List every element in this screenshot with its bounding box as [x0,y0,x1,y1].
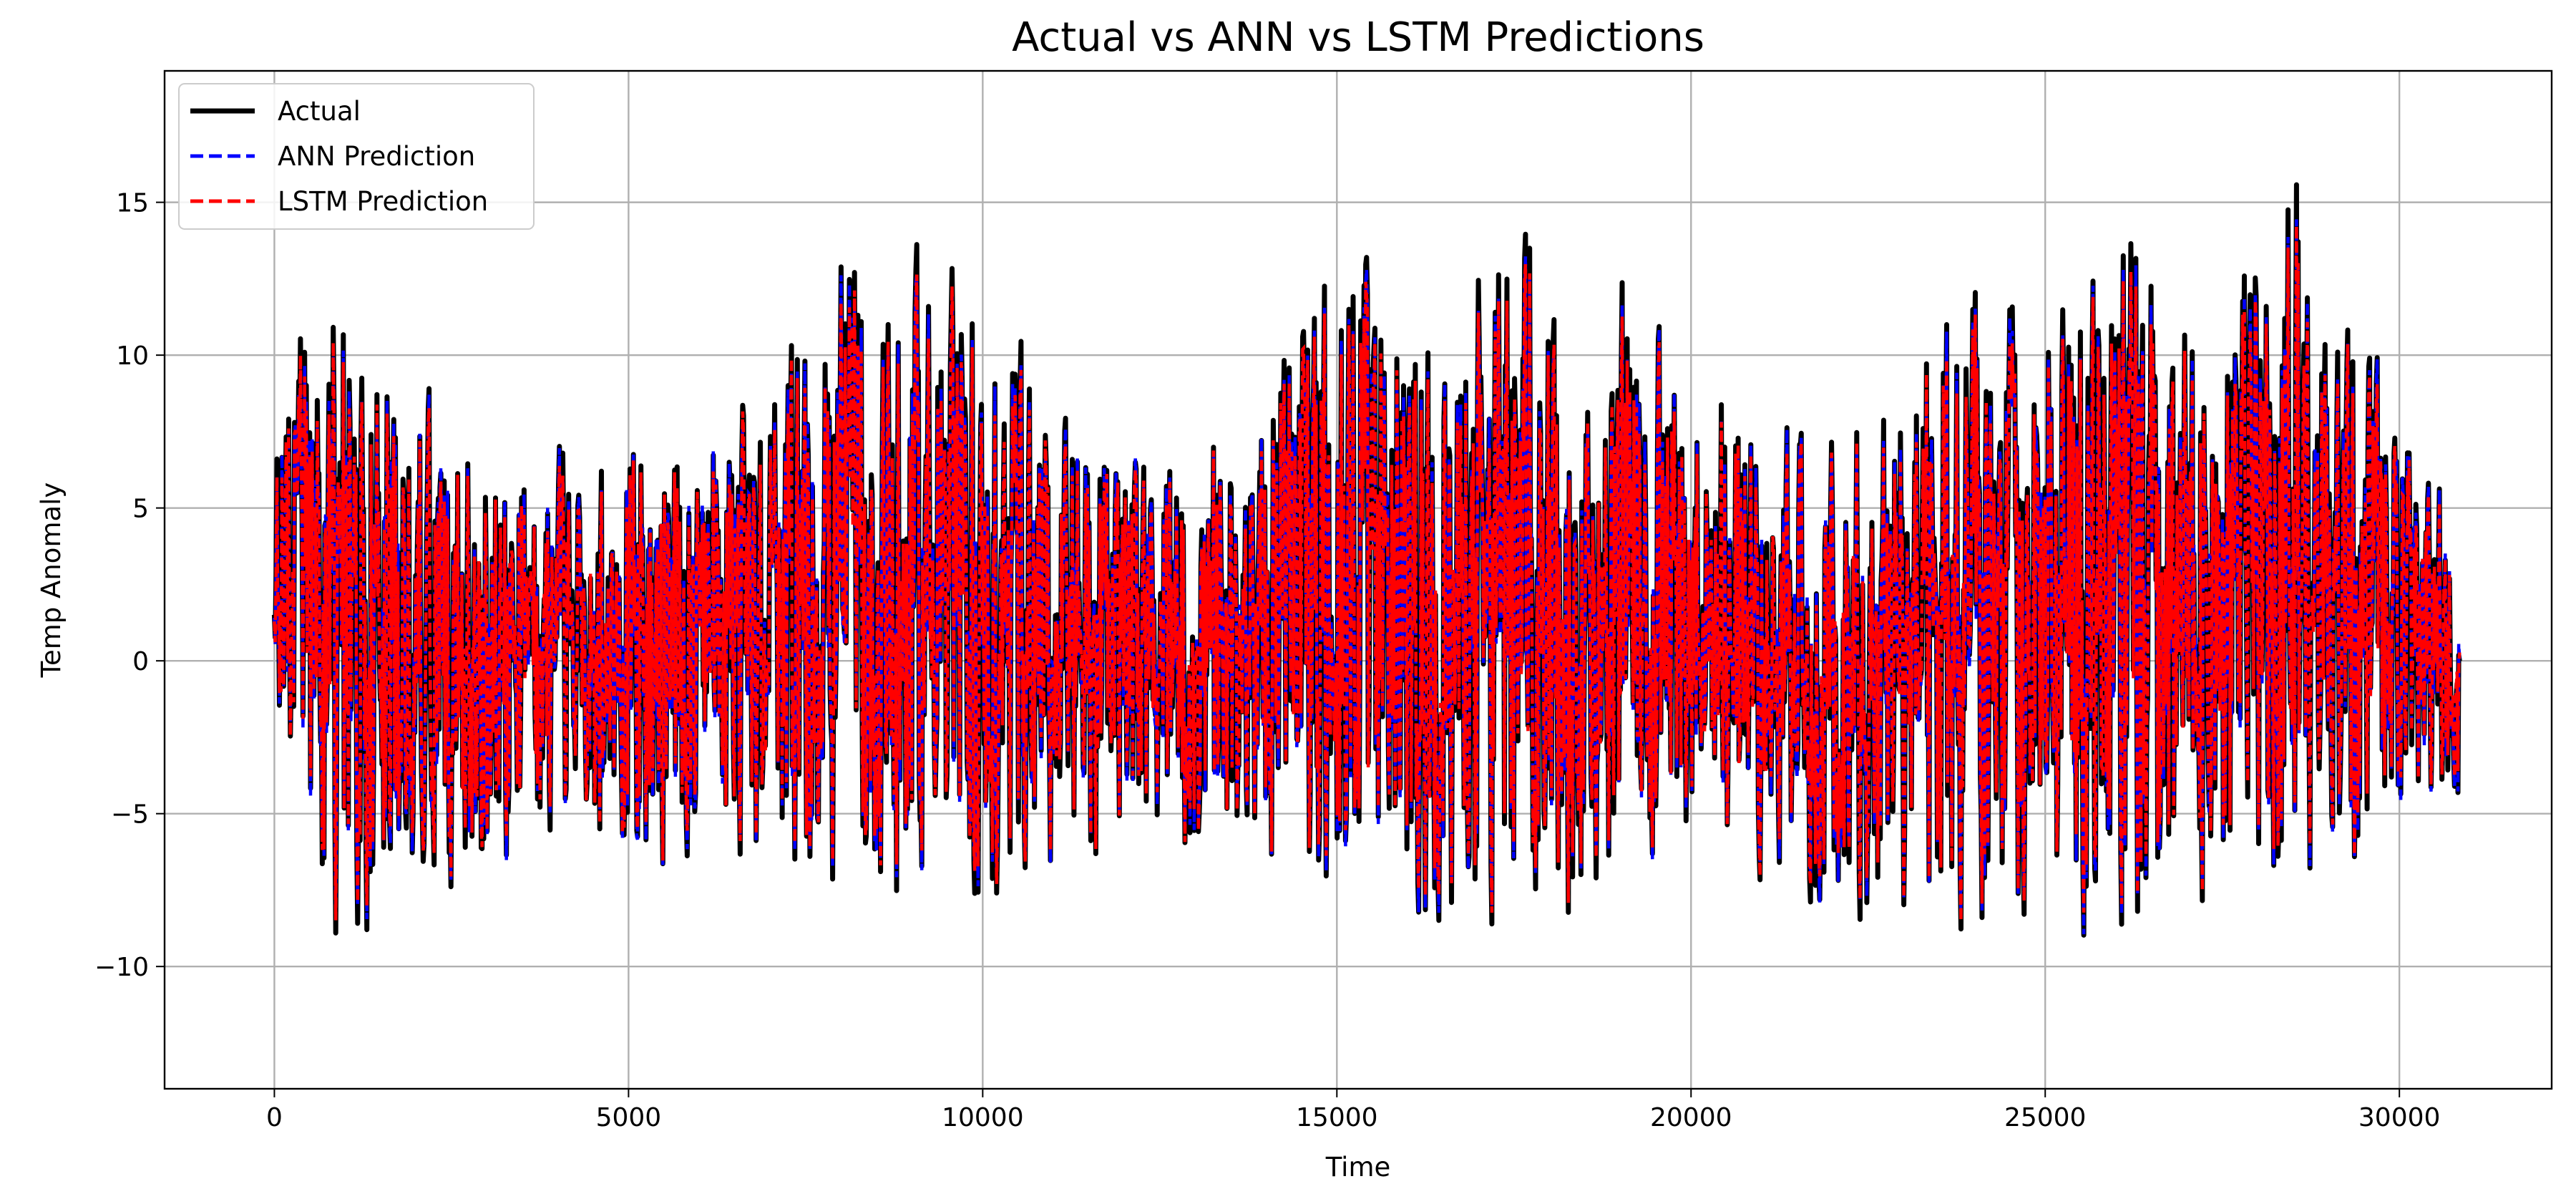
chart-title: Actual vs ANN vs LSTM Predictions [1012,14,1704,61]
legend-label-actual: Actual [278,96,361,127]
legend-box [178,83,535,230]
legend: Actual ANN Prediction LSTM Prediction [178,83,535,230]
plot-series [271,182,2462,938]
x-tick-label: 25000 [2004,1103,2087,1132]
x-tick-label: 20000 [1650,1103,1732,1132]
y-tick-label: −5 [111,800,149,830]
x-tick-label: 15000 [1296,1103,1378,1132]
y-tick-label: 10 [116,341,149,371]
x-tick-label: 0 [266,1103,283,1132]
y-axis-label: Temp Anomaly [36,482,67,679]
x-tick-label: 5000 [596,1103,662,1132]
x-axis-label: Time [1325,1152,1391,1183]
plot-frame [163,69,2553,1090]
y-tick-label: 5 [132,495,149,524]
axis-ticks: 0 5000 10000 15000 20000 25000 30000 −10 −5 0 5 10 1… [94,189,2440,1132]
x-tick-label: 30000 [2358,1103,2441,1132]
x-tick-label: 10000 [942,1103,1024,1132]
legend-label-lstm: LSTM Prediction [278,186,488,217]
y-tick-label: 15 [116,189,149,218]
y-tick-label: −10 [94,953,149,982]
legend-label-ann: ANN Prediction [278,141,475,172]
y-tick-label: 0 [132,647,149,676]
series-line-lstm-prediction [273,225,2462,921]
